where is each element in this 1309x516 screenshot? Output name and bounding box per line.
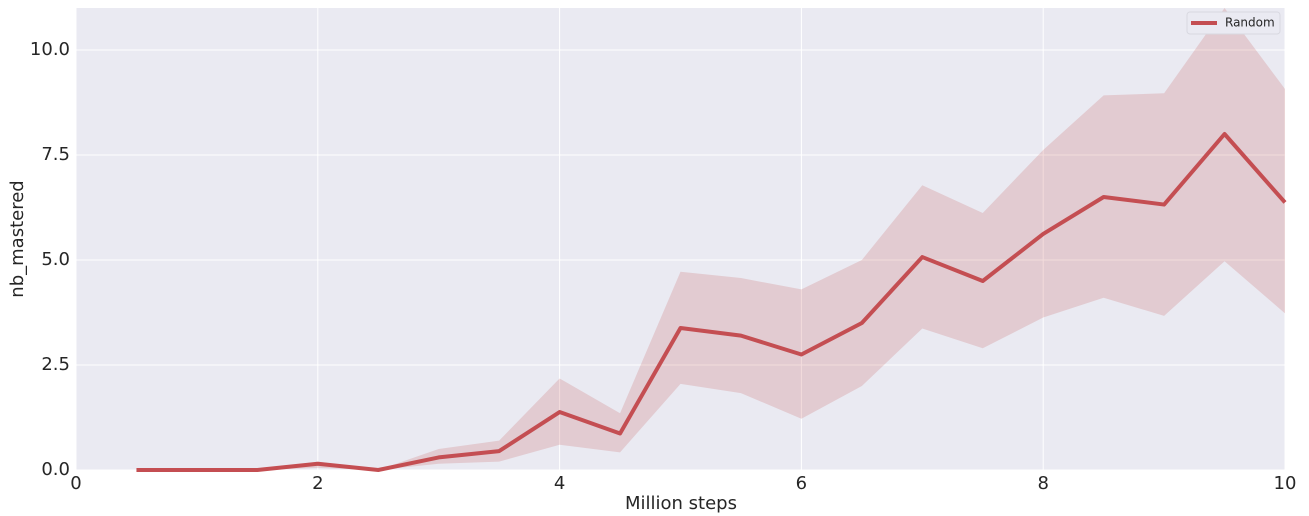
legend-box: [1186, 11, 1281, 35]
line: [136, 132, 1287, 472]
legend-label: Random: [1225, 16, 1275, 30]
x-tick-label: 8: [1037, 473, 1048, 494]
y-axis-label: nb_mastered: [7, 180, 28, 297]
plot-area: [76, 8, 1285, 470]
y-tick-label: 10.0: [30, 39, 70, 60]
x-tick-label: 4: [554, 473, 565, 494]
x-tick-label: 6: [796, 473, 807, 494]
x-tick-label: 10: [1274, 473, 1297, 494]
y-tick-label: 2.5: [41, 354, 70, 375]
x-tick-label: 2: [312, 473, 323, 494]
x-tick-label: 0: [70, 473, 81, 494]
y-tick-label: 0.0: [41, 459, 70, 480]
x-axis-label: Million steps: [625, 493, 737, 514]
legend: Random: [1186, 11, 1281, 35]
y-tick-label: 5.0: [41, 249, 70, 270]
confidence-band: [136, 8, 1286, 470]
y-tick-label: 7.5: [41, 144, 70, 165]
